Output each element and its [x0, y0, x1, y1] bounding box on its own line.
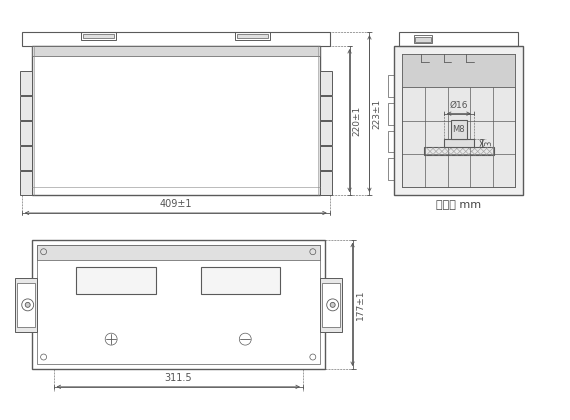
- Bar: [399, 32, 519, 46]
- Circle shape: [25, 302, 30, 307]
- Bar: [20, 71, 32, 95]
- Bar: [388, 75, 394, 97]
- Text: 3: 3: [484, 141, 494, 146]
- Text: 220±1: 220±1: [353, 105, 361, 136]
- Bar: [36, 245, 320, 364]
- Bar: [444, 139, 474, 147]
- Text: 单位： mm: 单位： mm: [436, 200, 482, 210]
- Bar: [235, 32, 270, 40]
- Bar: [20, 121, 32, 145]
- Bar: [32, 46, 320, 195]
- Text: M8: M8: [453, 125, 465, 134]
- Bar: [451, 120, 467, 139]
- Circle shape: [330, 302, 335, 307]
- Bar: [320, 278, 341, 332]
- Bar: [320, 171, 332, 194]
- Bar: [76, 267, 156, 294]
- Bar: [394, 46, 523, 195]
- Text: 177±1: 177±1: [356, 289, 365, 320]
- Bar: [20, 171, 32, 194]
- Bar: [320, 121, 332, 145]
- Bar: [201, 267, 280, 294]
- Bar: [20, 146, 32, 170]
- Text: 409±1: 409±1: [160, 199, 192, 209]
- Bar: [415, 37, 431, 42]
- Text: 223±1: 223±1: [372, 99, 381, 129]
- Bar: [320, 71, 332, 95]
- Bar: [321, 283, 340, 327]
- Bar: [32, 46, 320, 56]
- Bar: [388, 158, 394, 180]
- Bar: [15, 278, 36, 332]
- Bar: [82, 32, 116, 40]
- Bar: [83, 34, 114, 38]
- Text: 311.5: 311.5: [164, 373, 192, 383]
- Bar: [32, 240, 325, 369]
- Bar: [320, 96, 332, 120]
- Bar: [388, 131, 394, 152]
- Bar: [424, 147, 494, 155]
- Bar: [22, 32, 329, 46]
- Bar: [402, 54, 515, 187]
- Bar: [402, 54, 515, 87]
- Bar: [237, 34, 268, 38]
- Bar: [17, 283, 35, 327]
- Bar: [414, 35, 432, 43]
- Bar: [20, 96, 32, 120]
- Bar: [388, 103, 394, 125]
- Text: Ø16: Ø16: [450, 101, 468, 110]
- Bar: [320, 146, 332, 170]
- Bar: [36, 245, 320, 260]
